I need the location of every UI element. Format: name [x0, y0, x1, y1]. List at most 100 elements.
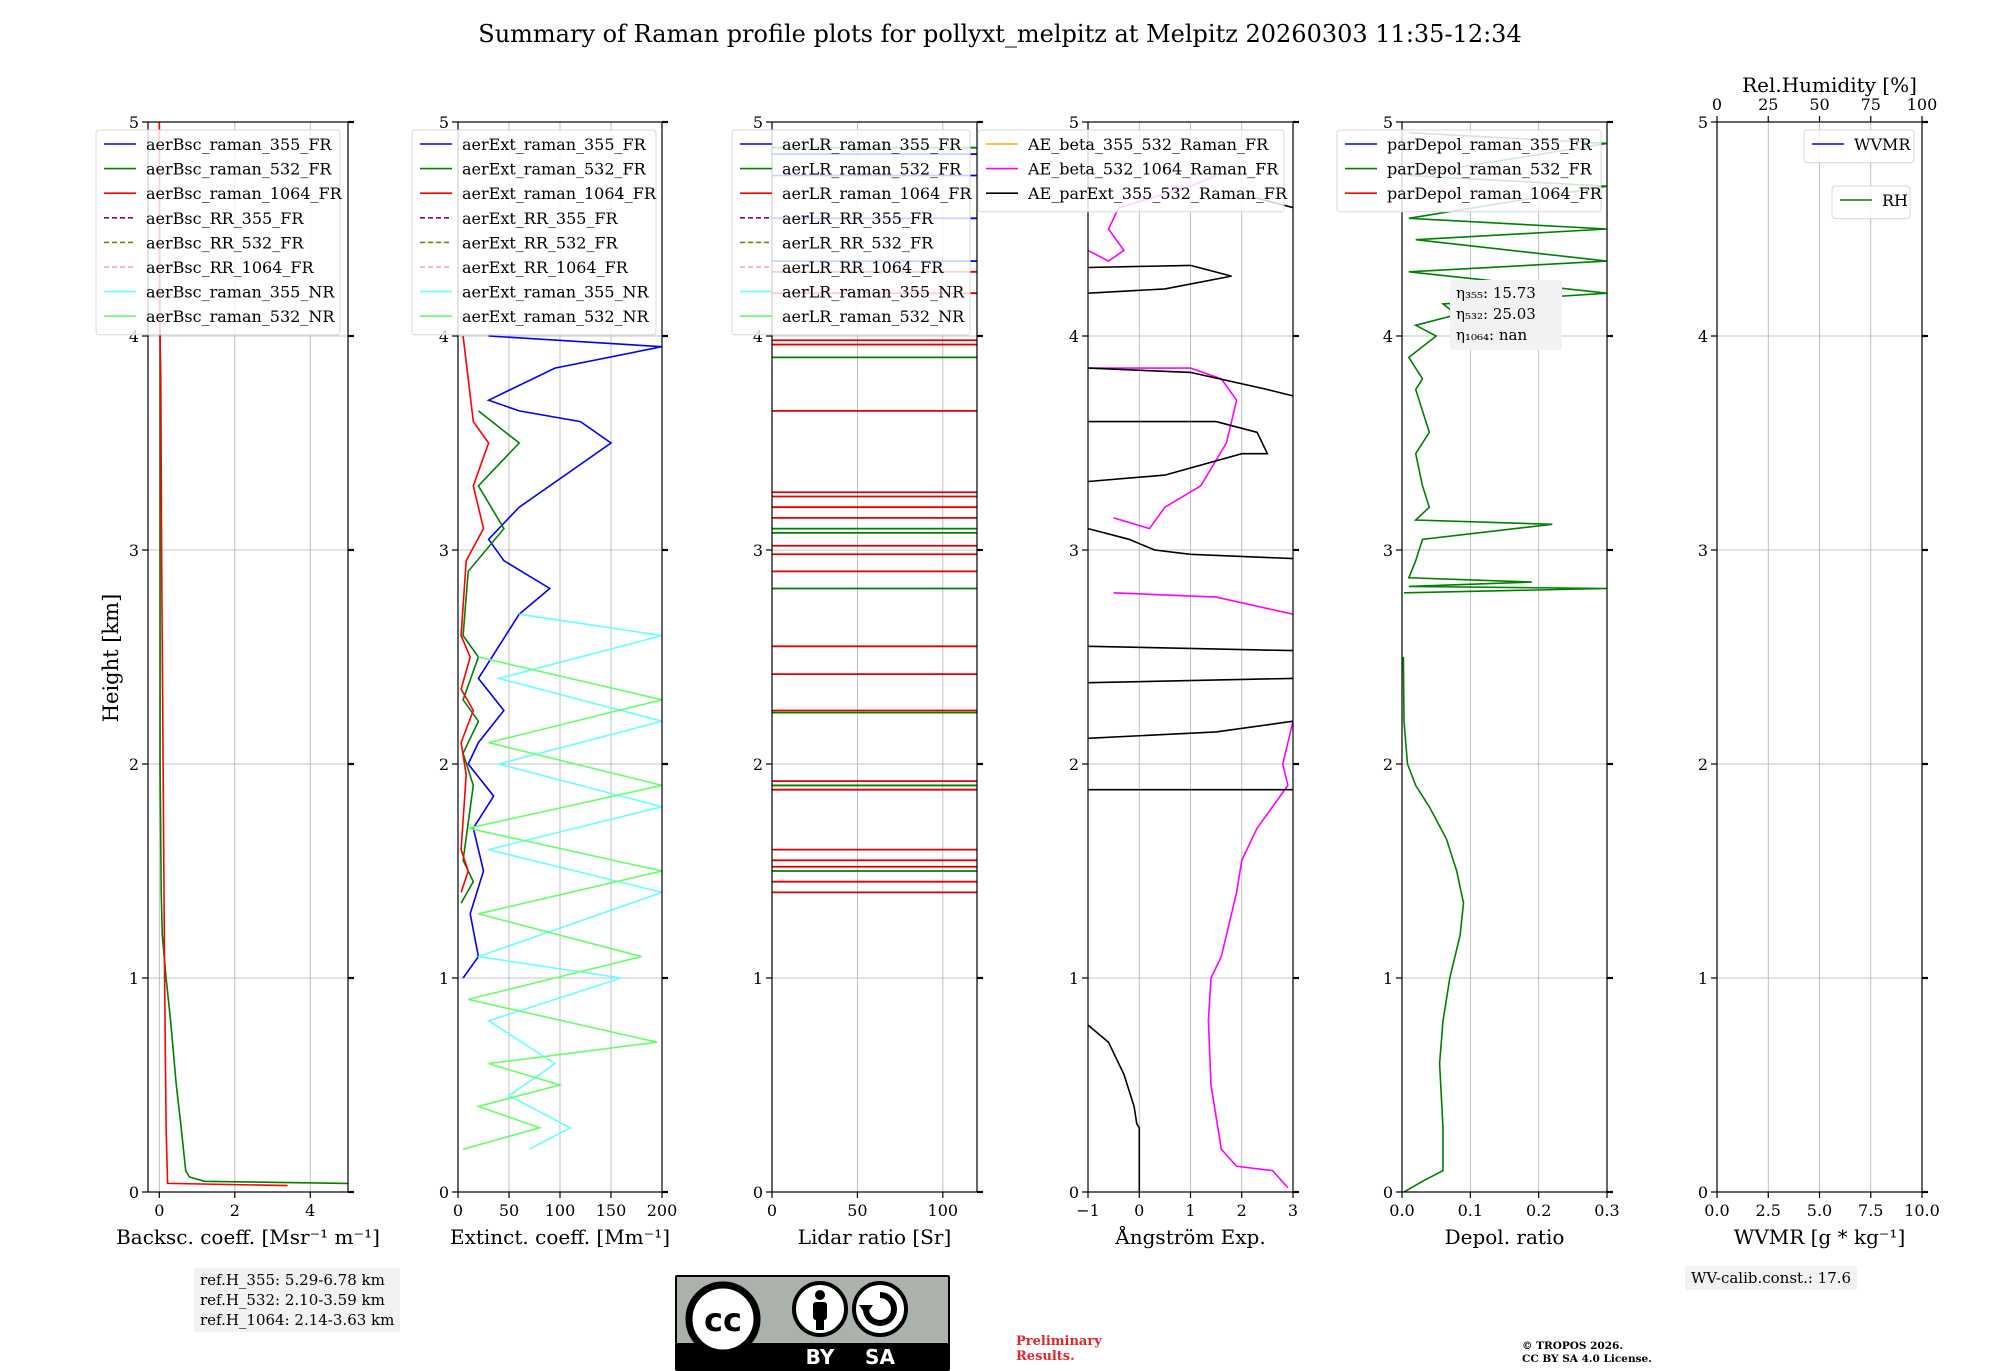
top-x-axis-label: Rel.Humidity [%] [1742, 73, 1917, 97]
legend-label: aerLR_raman_532_FR [782, 160, 962, 179]
series-line-AE_beta_532_1064_Raman_FR (upper) [1088, 367, 1238, 530]
x-axis-label: WVMR [g * kg⁻¹] [1734, 1225, 1906, 1249]
legend-label: aerLR_raman_355_FR [782, 135, 962, 154]
legend-bsc: aerBsc_raman_355_FR aerBsc_raman_532_FRae… [95, 129, 343, 336]
y-tick-label: 0 [129, 1183, 139, 1202]
x-tick-label: 200 [647, 1201, 678, 1220]
top-x-tick-label: 25 [1758, 95, 1778, 114]
legend-label: aerBsc_raman_532_FR [146, 160, 332, 179]
legend-label: parDepol_raman_532_FR [1387, 160, 1593, 179]
y-tick-label: 3 [1383, 541, 1393, 560]
plot-frame [147, 121, 349, 1193]
legend-label: AE_parExt_355_532_Raman_FR [1027, 184, 1288, 203]
x-tick-label: 10.0 [1904, 1201, 1940, 1220]
top-x-tick-label: 50 [1809, 95, 1829, 114]
legend-label: aerLR_RR_532_FR [782, 233, 934, 252]
series-line-aerExt_raman_355_NR [478, 613, 662, 1150]
series-line-aerExt_raman_532_FR [460, 410, 521, 904]
y-tick-label: 3 [753, 541, 763, 560]
legend-lr: aerLR_raman_355_FR aerLR_raman_532_FR aerL… [731, 129, 972, 336]
preliminary-line-2: Results. [1016, 1349, 1075, 1364]
y-tick-label: 5 [1383, 113, 1393, 132]
panel-bsc: 0 2 4 0 1 2 3 4 5 Backsc. coeff. [Msr⁻¹ m⁻¹] aerBs… [95, 113, 380, 1249]
x-tick-label: 0.1 [1458, 1201, 1483, 1220]
panel-ext: 0 50 100 150 200 0 1 2 3 4 5 Extinct. coeff. [Mm⁻¹]… [411, 113, 678, 1249]
y-tick-label: 2 [439, 755, 449, 774]
legend-label: aerExt_RR_355_FR [462, 209, 619, 228]
panel-lr: 0 50 100 0 1 2 3 4 5 Lidar ratio [Sr] aerLR_raman_… [731, 113, 983, 1249]
y-tick-label: 3 [439, 541, 449, 560]
share-alike-icon [852, 1281, 908, 1337]
legend-label: aerBsc_raman_532_NR [146, 307, 335, 326]
legend-wv-rh: RH [1831, 185, 1911, 220]
series-line-AE_parExt_355_532_Raman_FR (8) [1088, 367, 1293, 397]
x-tick-label: 3 [1288, 1201, 1298, 1220]
series-line-parDepol_raman_532_FR [1402, 656, 1465, 1192]
series-line-AE_parExt_355_532_Raman_FR (6) [1088, 527, 1293, 560]
y-tick-label: 0 [1383, 1183, 1393, 1202]
legend-label: parDepol_raman_1064_FR [1387, 184, 1603, 203]
x-tick-label: 0.2 [1526, 1201, 1551, 1220]
panel-depol: 0.0 0.1 0.2 0.3 0 1 2 3 4 5 Depol. ratio parDepol_r… [1336, 113, 1620, 1249]
y-tick-label: 5 [753, 113, 763, 132]
legend-label: aerExt_raman_532_FR [462, 160, 647, 179]
legend-label: aerBsc_RR_532_FR [146, 233, 304, 252]
plot-frame [771, 121, 978, 1193]
eta-value: η₃₅₅: 15.73 [1456, 284, 1536, 302]
legend-label: aerBsc_RR_355_FR [146, 209, 304, 228]
legend-label: WVMR [1854, 135, 1911, 154]
legend-wv: WVMR [1803, 129, 1915, 164]
y-tick-label: 4 [753, 327, 763, 346]
y-tick-label: 5 [439, 113, 449, 132]
x-tick-label: 4 [305, 1201, 315, 1220]
ref-height-532: ref.H_532: 2.10-3.59 km [200, 1291, 385, 1309]
legend-label: aerExt_RR_1064_FR [462, 258, 629, 277]
eta-value: η₅₃₂: 25.03 [1456, 305, 1536, 323]
x-tick-label: 0.0 [1704, 1201, 1729, 1220]
x-axis-label: Ångström Exp. [1114, 1224, 1265, 1249]
legend-label: AE_beta_355_532_Raman_FR [1027, 135, 1269, 154]
x-axis-label: Lidar ratio [Sr] [798, 1225, 952, 1249]
y-tick-label: 4 [1698, 327, 1708, 346]
ref-height-1064: ref.H_1064: 2.14-3.63 km [200, 1311, 395, 1329]
legend-label: aerExt_raman_1064_FR [462, 184, 657, 203]
y-tick-label: 0 [1698, 1183, 1708, 1202]
y-tick-label: 2 [129, 755, 139, 774]
y-tick-label: 4 [129, 327, 139, 346]
cc-logo-text: cc [704, 1301, 742, 1339]
y-tick-label: 5 [129, 113, 139, 132]
y-tick-label: 1 [1383, 969, 1393, 988]
preliminary-line-1: Preliminary [1016, 1334, 1102, 1349]
y-tick-label: 1 [439, 969, 449, 988]
figure-title: Summary of Raman profile plots for polly… [478, 20, 1522, 48]
legend-label: aerLR_RR_355_FR [782, 209, 934, 228]
legend-label: aerBsc_raman_1064_FR [146, 184, 343, 203]
x-tick-label: 50 [847, 1201, 867, 1220]
y-tick-label: 1 [1069, 969, 1079, 988]
x-tick-label: 2 [230, 1201, 240, 1220]
legend-label: parDepol_raman_355_FR [1387, 135, 1593, 154]
legend-label: aerBsc_raman_355_NR [146, 283, 335, 302]
y-tick-label: 2 [1069, 755, 1079, 774]
y-tick-label: 0 [439, 1183, 449, 1202]
cc-by-sa-license-badge: cc BY SA [675, 1275, 950, 1371]
top-x-tick-label: 75 [1861, 95, 1881, 114]
y-tick-label: 3 [1069, 541, 1079, 560]
by-label: BY [806, 1345, 835, 1369]
y-tick-label: 4 [439, 327, 449, 346]
legend-label: aerLR_RR_1064_FR [782, 258, 944, 277]
panel-wv: 0.0 2.5 5.0 7.5 10.0 0 1 2 3 4 5 WVMR [g * kg⁻¹] 0 25… [1698, 73, 1940, 1249]
top-x-tick-label: 0 [1712, 95, 1722, 114]
legend-ae: AE_beta_355_532_Raman_FR AE_beta_532_1064… [977, 129, 1288, 213]
legend-label: aerExt_raman_355_NR [462, 283, 650, 302]
y-tick-label: 5 [1069, 113, 1079, 132]
series-line-AE_parExt_355_532_Raman_FR [1088, 1024, 1141, 1192]
x-tick-label: 2 [1237, 1201, 1247, 1220]
x-axis-label: Backsc. coeff. [Msr⁻¹ m⁻¹] [116, 1225, 380, 1249]
x-tick-label: 50 [499, 1201, 519, 1220]
legend-label: AE_beta_532_1064_Raman_FR [1027, 160, 1279, 179]
series-line-AE_parExt_355_532_Raman_FR (7) [1088, 420, 1269, 483]
series-line-aerExt_raman_532_NR [462, 656, 662, 1150]
